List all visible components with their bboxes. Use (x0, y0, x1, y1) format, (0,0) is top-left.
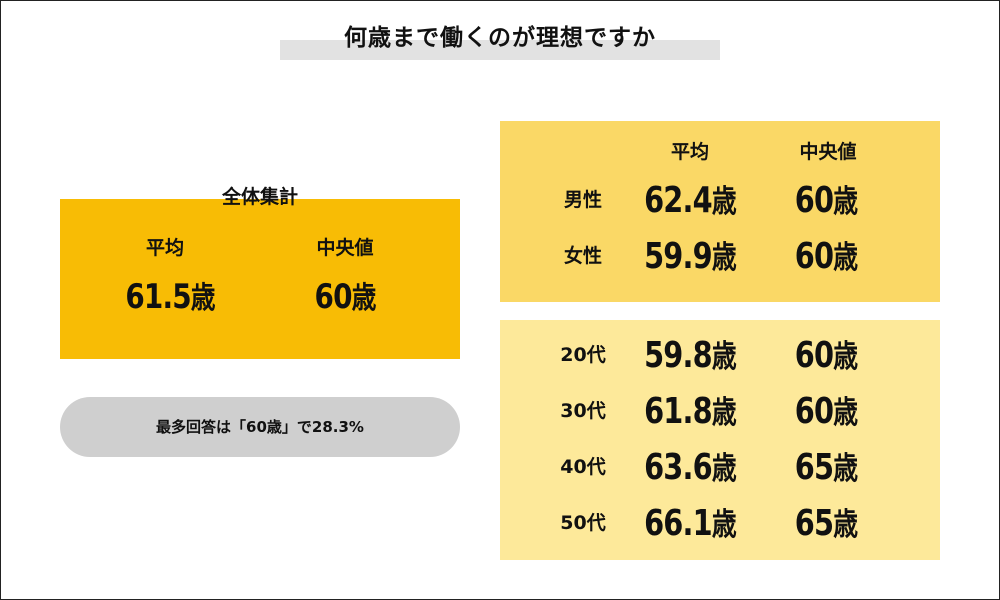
overall-median-number: 60 (314, 277, 353, 317)
gender-unit: 歳 (711, 240, 737, 276)
age-median-value: 60歳 (770, 334, 882, 379)
overall-mean-label: 平均 (145, 237, 184, 259)
gender-median-label: 中央値 (799, 141, 857, 163)
gender-median-value: 60歳 (770, 235, 882, 280)
gender-median-value: 60歳 (770, 179, 882, 224)
age-median-value: 60歳 (770, 390, 882, 435)
overall-median-label: 中央値 (316, 237, 374, 259)
gender-panel: 平均 中央値 男性 62.4歳 60歳 女性 59.9歳 60歳 (500, 121, 940, 302)
overall-mean-unit: 歳 (190, 281, 216, 316)
gender-median-number: 60 (794, 180, 834, 221)
most-common-text: 最多回答は「60歳」で28.3% (156, 418, 364, 436)
title-block: 何歳まで働くのが理想ですか (280, 20, 720, 62)
age-mean-value: 63.6歳 (634, 446, 746, 491)
gender-mean-value: 62.4歳 (634, 179, 746, 224)
age-median-value: 65歳 (770, 502, 882, 547)
overall-mean-value: 61.5歳 (109, 275, 232, 321)
age-row-label: 40代 (560, 456, 606, 478)
age-row-label: 20代 (560, 344, 606, 366)
overall-median-value: 60歳 (284, 275, 407, 321)
overall-median-unit: 歳 (351, 281, 377, 316)
overall-panel: 平均 中央値 61.5歳 60歳 (60, 199, 460, 359)
age-row-label: 50代 (560, 512, 606, 534)
age-mean-value: 66.1歳 (634, 502, 746, 547)
gender-unit: 歳 (833, 240, 858, 276)
age-median-value: 65歳 (770, 446, 882, 491)
age-unit: 歳 (833, 507, 858, 543)
overall-mean-number: 61.5 (125, 277, 191, 317)
gender-row-label: 女性 (563, 245, 602, 267)
age-unit: 歳 (833, 395, 858, 431)
age-unit: 歳 (711, 395, 737, 431)
gender-mean-number: 62.4 (644, 180, 713, 221)
gender-unit: 歳 (711, 184, 737, 220)
age-mean-number: 66.1 (644, 503, 713, 544)
age-median-number: 65 (794, 503, 834, 544)
gender-median-number: 60 (794, 236, 834, 277)
gender-mean-number: 59.9 (644, 236, 713, 277)
gender-unit: 歳 (833, 184, 858, 220)
page-title: 何歳まで働くのが理想ですか (344, 25, 656, 51)
most-common-pill: 最多回答は「60歳」で28.3% (60, 397, 460, 457)
age-mean-value: 61.8歳 (634, 390, 746, 435)
age-mean-number: 63.6 (644, 447, 713, 488)
age-row-label: 30代 (560, 400, 606, 422)
age-unit: 歳 (833, 339, 858, 375)
age-unit: 歳 (833, 451, 858, 487)
age-mean-number: 59.8 (644, 335, 713, 376)
age-unit: 歳 (711, 339, 737, 375)
age-median-number: 60 (794, 391, 834, 432)
age-mean-number: 61.8 (644, 391, 713, 432)
title-highlight (280, 40, 720, 60)
age-median-number: 60 (794, 335, 834, 376)
gender-mean-label: 平均 (670, 141, 709, 163)
gender-mean-value: 59.9歳 (634, 235, 746, 280)
age-median-number: 65 (794, 447, 834, 488)
age-mean-value: 59.8歳 (634, 334, 746, 379)
age-unit: 歳 (711, 507, 737, 543)
age-panel: 20代 59.8歳 60歳 30代 61.8歳 60歳 40代 63.6歳 65… (500, 320, 940, 560)
gender-row-label: 男性 (563, 189, 602, 211)
age-unit: 歳 (711, 451, 737, 487)
overall-label: 全体集計 (221, 186, 298, 208)
